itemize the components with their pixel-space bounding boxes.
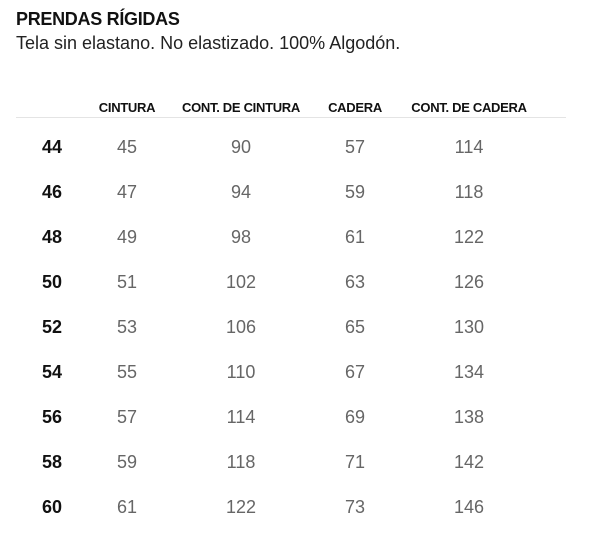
cell-cont-cadera: 122 <box>453 227 485 247</box>
cell-cont-cadera: 130 <box>453 317 485 337</box>
page-subtitle: Tela sin elastano. No elastizado. 100% A… <box>16 33 401 53</box>
cell-cadera: 61 <box>344 227 366 247</box>
cell-size: 46 <box>41 182 63 202</box>
header-cont-cadera: CONT. DE CADERA <box>411 100 527 115</box>
header-divider <box>16 117 566 118</box>
table-row: 48 49 98 61 122 <box>16 227 544 272</box>
cell-cintura: 51 <box>116 272 138 292</box>
cell-cont-cadera: 134 <box>453 362 485 382</box>
cell-cintura: 47 <box>116 182 138 202</box>
table-row: 58 59 118 71 142 <box>16 452 544 497</box>
cell-cadera: 67 <box>344 362 366 382</box>
header-size <box>16 100 88 115</box>
cell-cadera: 73 <box>344 497 366 517</box>
header-cadera: CADERA <box>328 100 382 115</box>
cell-cadera: 63 <box>344 272 366 292</box>
cell-cont-cadera: 114 <box>454 137 484 157</box>
page-title: PRENDAS RÍGIDAS <box>16 9 180 29</box>
cell-cont-cadera: 118 <box>454 182 484 202</box>
cell-cont-cintura: 94 <box>230 182 252 202</box>
cell-size: 56 <box>41 407 63 427</box>
cell-size: 60 <box>41 497 63 517</box>
table-header: CINTURA CONT. DE CINTURA CADERA CONT. DE… <box>16 100 544 115</box>
cell-cintura: 59 <box>116 452 138 472</box>
cell-cont-cadera: 142 <box>453 452 485 472</box>
cell-size: 44 <box>41 137 63 157</box>
table-row: 52 53 106 65 130 <box>16 317 544 362</box>
table-body: 44 45 90 57 114 46 47 94 59 118 48 49 98 61 122 50 51 102… <box>16 137 544 542</box>
table-row: 54 55 110 67 134 <box>16 362 544 407</box>
cell-cont-cintura: 98 <box>230 227 252 247</box>
table-row: 56 57 114 69 138 <box>16 407 544 452</box>
cell-cadera: 57 <box>344 137 366 157</box>
cell-cont-cadera: 126 <box>453 272 485 292</box>
cell-size: 58 <box>41 452 63 472</box>
cell-size: 50 <box>41 272 63 292</box>
header-cont-cintura: CONT. DE CINTURA <box>182 100 300 115</box>
table-row: 46 47 94 59 118 <box>16 182 544 227</box>
cell-size: 52 <box>41 317 63 337</box>
cell-cont-cadera: 138 <box>453 407 485 427</box>
cell-cont-cintura: 122 <box>225 497 257 517</box>
cell-cintura: 61 <box>116 497 138 517</box>
cell-cadera: 65 <box>344 317 366 337</box>
table-row: 44 45 90 57 114 <box>16 137 544 182</box>
cell-cont-cintura: 114 <box>226 407 256 427</box>
cell-size: 54 <box>41 362 63 382</box>
cell-cintura: 45 <box>116 137 138 157</box>
cell-cintura: 49 <box>116 227 138 247</box>
cell-cont-cintura: 90 <box>230 137 252 157</box>
cell-cintura: 53 <box>116 317 138 337</box>
cell-cont-cintura: 118 <box>226 452 256 472</box>
header-cintura: CINTURA <box>98 100 156 115</box>
cell-cont-cintura: 102 <box>225 272 257 292</box>
table-row: 60 61 122 73 146 <box>16 497 544 542</box>
cell-cadera: 71 <box>344 452 366 472</box>
cell-cintura: 57 <box>116 407 138 427</box>
cell-size: 48 <box>41 227 63 247</box>
cell-cont-cadera: 146 <box>453 497 485 517</box>
table-row: 50 51 102 63 126 <box>16 272 544 317</box>
cell-cont-cintura: 106 <box>225 317 257 337</box>
cell-cont-cintura: 110 <box>226 362 256 382</box>
cell-cadera: 59 <box>344 182 366 202</box>
cell-cadera: 69 <box>344 407 366 427</box>
cell-cintura: 55 <box>116 362 138 382</box>
